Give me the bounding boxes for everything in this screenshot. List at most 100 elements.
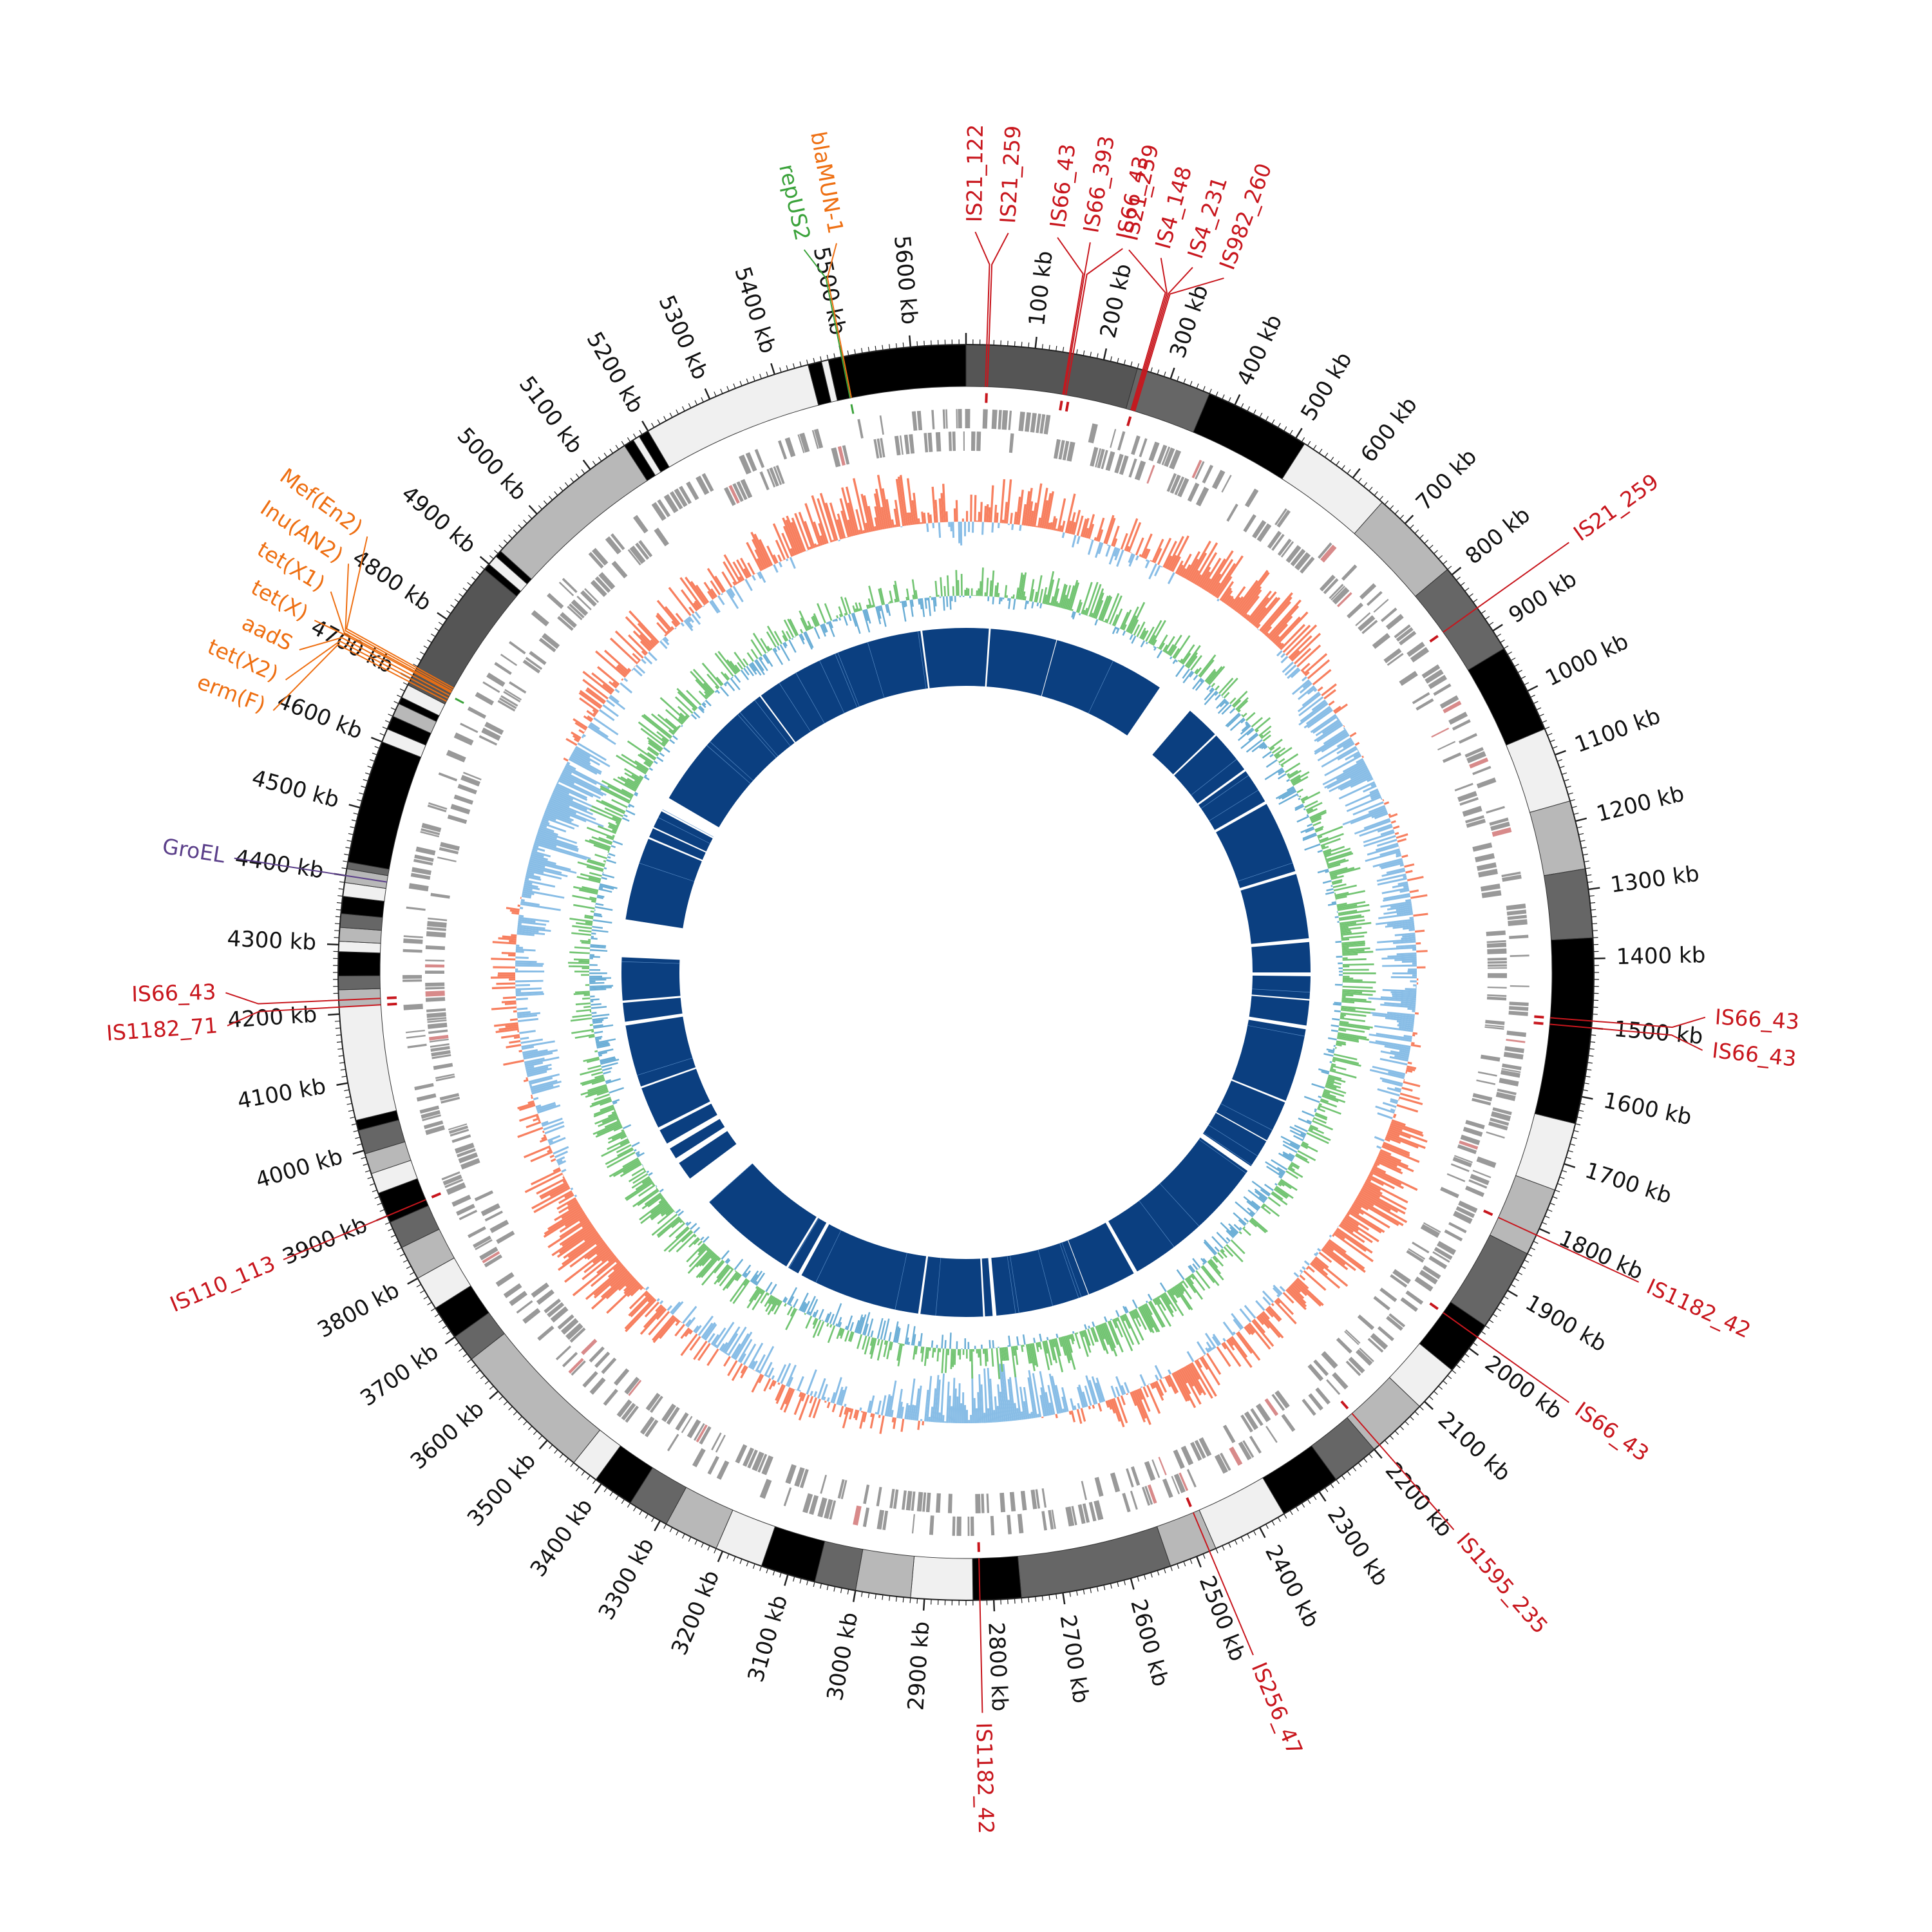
blast-hit <box>1251 975 1311 999</box>
cds-block <box>611 560 628 579</box>
gc-bar <box>516 1004 517 1007</box>
cds-block <box>1147 1484 1157 1504</box>
blast-hit <box>986 629 1057 696</box>
gc-skew-bar <box>574 946 591 949</box>
gc-bar <box>952 522 955 538</box>
gc-skew-bar <box>1012 598 1016 610</box>
gc-skew-bar <box>644 761 652 766</box>
scale-tick <box>1123 359 1126 365</box>
gc-bar <box>1271 1303 1274 1307</box>
gc-skew-bar <box>1280 753 1299 766</box>
scale-tick <box>1585 867 1591 869</box>
gc-skew-bar <box>1022 1334 1026 1345</box>
gc-skew-bar <box>583 994 591 996</box>
tick-label: 5100 kb <box>514 372 588 459</box>
gc-bar <box>539 825 554 833</box>
scale-tick <box>682 406 685 412</box>
gc-skew-bar <box>1224 1245 1226 1247</box>
gc-bar <box>691 613 701 625</box>
contig-ring <box>337 344 1595 1601</box>
gc-skew-bar <box>1122 630 1126 636</box>
gc-bar <box>531 1186 571 1209</box>
gc-bar <box>1235 1332 1253 1354</box>
gc-skew-bar <box>752 1290 766 1311</box>
gc-bar <box>826 1401 831 1408</box>
gc-bar <box>945 511 949 522</box>
gc-skew-bar <box>1042 1341 1050 1370</box>
annotation-leader <box>285 640 449 699</box>
cds-block <box>1166 473 1177 492</box>
cds-block <box>467 706 487 719</box>
gc-skew-bar <box>1282 1151 1294 1159</box>
gc-skew-bar <box>621 753 649 772</box>
cds-block <box>736 481 748 500</box>
gc-bar <box>740 558 752 577</box>
gc-skew-bar <box>862 1335 867 1350</box>
gc-bar <box>1235 569 1269 613</box>
gc-bar <box>1045 1392 1052 1416</box>
gc-skew-bar <box>1142 1304 1159 1333</box>
gc-bar <box>1097 542 1104 554</box>
gc-skew-bar <box>803 1300 810 1313</box>
cds-block <box>990 1515 995 1536</box>
gc-bar <box>1111 1398 1121 1422</box>
gc-bar <box>1292 1282 1307 1296</box>
annotation-label: IS66_43 <box>1045 142 1081 229</box>
gc-bar <box>1350 808 1387 825</box>
gc-skew-bar <box>1184 645 1201 667</box>
gc-skew-bar <box>1107 1321 1119 1345</box>
gc-bar <box>1380 1050 1409 1058</box>
gc-skew-bar <box>1248 732 1258 741</box>
gc-skew-bar <box>1269 739 1283 750</box>
gc-skew-bar <box>784 1303 787 1307</box>
annotation-label: IS1182_71 <box>106 1012 219 1045</box>
gc-bar <box>558 777 601 799</box>
scale-tick <box>503 539 508 544</box>
blast-fine-gap <box>837 652 860 707</box>
cds-block <box>1464 1186 1485 1197</box>
gc-skew-bar <box>817 1321 825 1336</box>
gc-skew-bar <box>788 1296 795 1306</box>
is-element-mark <box>1059 401 1063 411</box>
gc-skew-bar <box>1153 1298 1171 1327</box>
gc-skew-bar <box>840 596 848 616</box>
gc-skew-bar <box>748 663 757 675</box>
gc-skew-bar <box>811 626 814 629</box>
cds-block <box>1009 1492 1016 1512</box>
gc-skew-bar <box>677 726 680 729</box>
annotation-leader <box>346 536 454 689</box>
scale-tick <box>393 701 399 705</box>
gc-bar <box>926 1376 933 1422</box>
gc-bar <box>1128 554 1135 567</box>
gc-skew-bar <box>1265 1161 1285 1175</box>
cds-block <box>1356 1349 1373 1366</box>
gc-bar <box>1259 1313 1281 1338</box>
gc-skew-bar <box>647 737 663 750</box>
gc-skew-bar <box>635 1151 640 1155</box>
gc-bar <box>721 592 723 596</box>
gc-bar <box>1296 1277 1309 1289</box>
gc-skew-bar <box>616 1147 633 1157</box>
gc-bar <box>505 1024 518 1028</box>
annotation-leader <box>1128 249 1166 411</box>
gc-skew-bar <box>714 690 717 693</box>
tick-label: 2400 kb <box>1260 1541 1324 1632</box>
scale-tick <box>480 1375 485 1379</box>
gc-skew-bar <box>668 1229 692 1253</box>
gc-bar <box>1363 831 1395 844</box>
cds-block <box>809 1495 819 1515</box>
gc-skew-bar <box>1271 1191 1283 1200</box>
gc-bar <box>727 1360 738 1376</box>
gc-skew-bar <box>1336 911 1338 913</box>
gc-bar <box>926 523 929 533</box>
gc-bar <box>862 530 866 534</box>
gc-bar <box>1166 536 1184 570</box>
cds-block <box>460 723 478 734</box>
gc-bar <box>1273 635 1280 643</box>
gc-bar <box>1394 831 1399 835</box>
gc-skew-bar <box>1287 1167 1303 1179</box>
gc-skew-bar <box>1307 1129 1331 1141</box>
gc-skew-bar <box>1306 1119 1312 1123</box>
gc-bar <box>530 854 548 861</box>
cds-block <box>1198 1437 1212 1457</box>
